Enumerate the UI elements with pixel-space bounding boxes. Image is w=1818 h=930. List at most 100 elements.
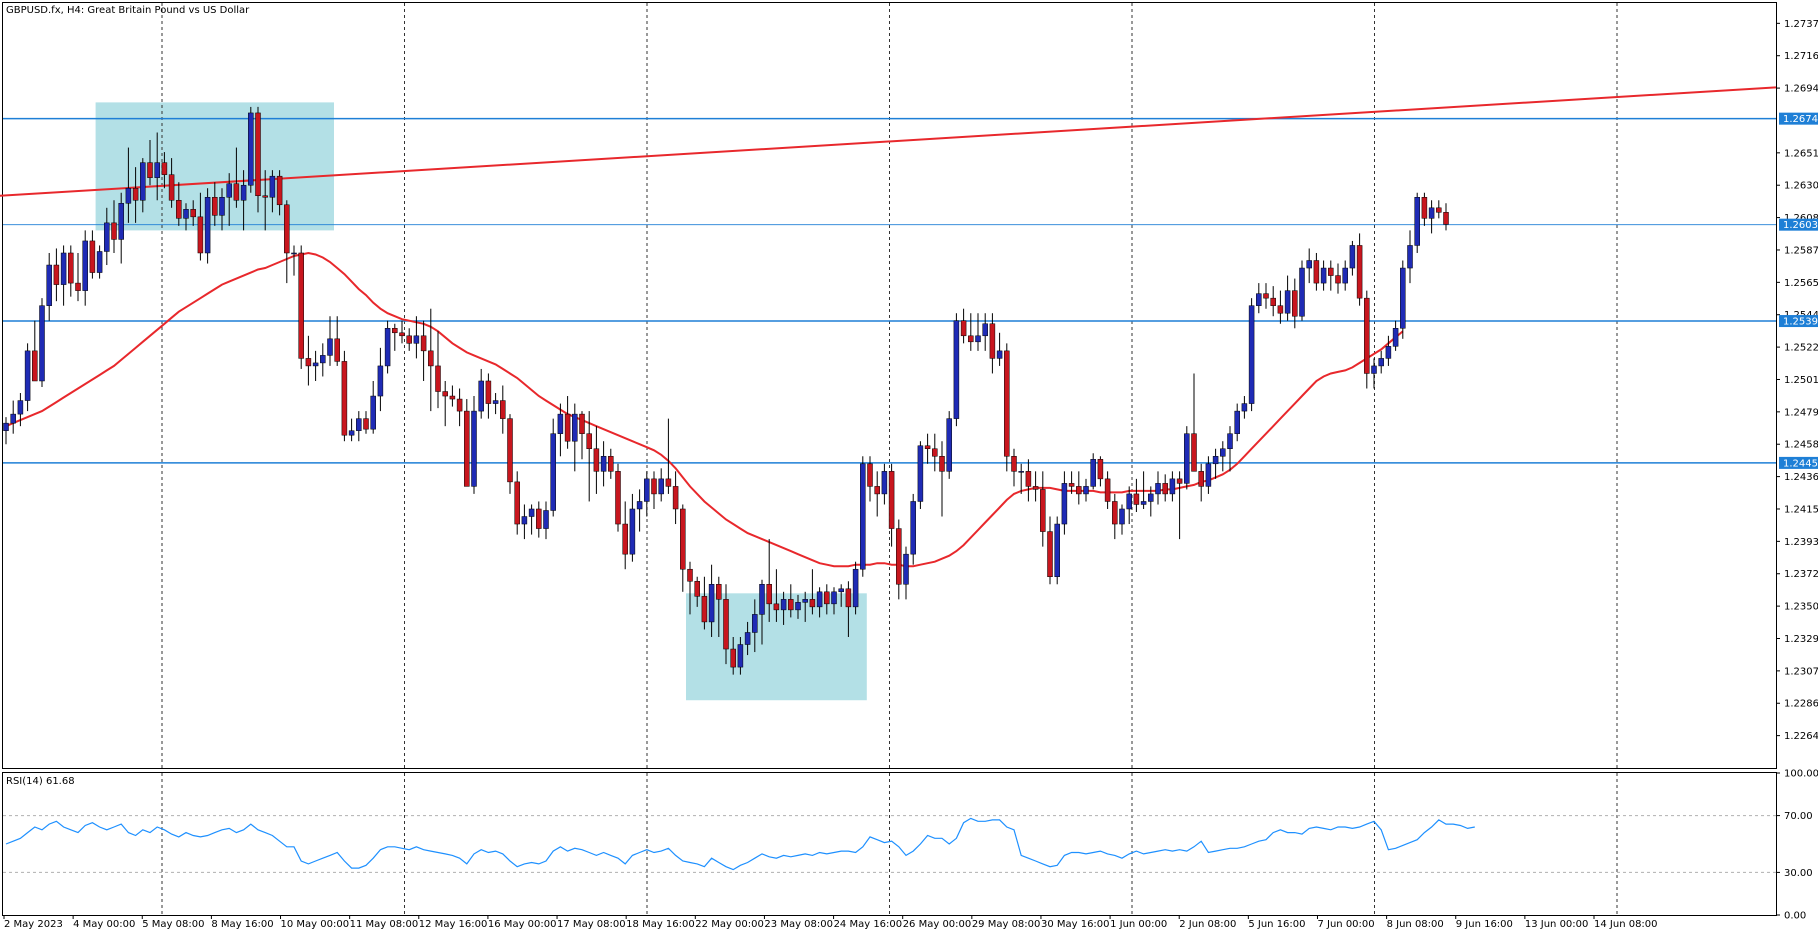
rsi-indicator-label: RSI(14) 61.68 xyxy=(6,776,75,787)
time-tick-label: 22 May 00:00 xyxy=(695,919,764,930)
candle xyxy=(1349,240,1356,276)
candle-body-bear xyxy=(672,486,679,510)
candle-body-bear xyxy=(896,528,902,585)
candle-body-bull xyxy=(744,632,751,645)
time-tick-label: 9 Jun 16:00 xyxy=(1456,919,1513,930)
candle-body-bull xyxy=(1227,433,1233,449)
candle xyxy=(1054,516,1060,585)
time-tick-label: 8 Jun 08:00 xyxy=(1387,919,1444,930)
candle xyxy=(651,471,657,509)
candle-body-bear xyxy=(730,648,736,668)
candle xyxy=(1133,478,1140,512)
candle-body-bull xyxy=(492,400,499,404)
candle-body-bear xyxy=(1263,293,1269,299)
price-tag-label: 1.26742 xyxy=(1783,114,1818,125)
candle xyxy=(262,170,268,231)
candle-body-bull xyxy=(910,501,916,555)
candle xyxy=(932,433,938,472)
candle xyxy=(1320,260,1327,291)
price-tick-label: 1.26515 xyxy=(1784,148,1818,159)
candle xyxy=(910,493,916,565)
candle-body-bull xyxy=(636,501,643,510)
candle xyxy=(471,396,477,494)
candle xyxy=(615,463,621,532)
candle-body-bull xyxy=(1061,483,1068,525)
candle-body-bear xyxy=(262,195,268,198)
candle-body-bull xyxy=(46,264,52,306)
candle xyxy=(1270,286,1276,317)
price-tick-label: 1.25010 xyxy=(1784,375,1818,386)
candle xyxy=(1090,453,1096,490)
candle-body-bear xyxy=(968,335,974,343)
price-tick-label: 1.23075 xyxy=(1784,666,1818,677)
candle xyxy=(982,313,988,351)
candle xyxy=(780,591,787,625)
candle xyxy=(1140,471,1147,509)
candle-body-bear xyxy=(284,204,290,254)
candle-body-bull xyxy=(291,252,297,255)
candle xyxy=(852,561,859,615)
candle-body-bear xyxy=(615,471,621,525)
candle xyxy=(413,316,420,359)
candle-body-bear xyxy=(212,197,218,216)
candle xyxy=(183,203,189,231)
candle-body-bear xyxy=(1364,297,1370,374)
price-tick-label: 1.27160 xyxy=(1784,51,1818,62)
candle-body-bear xyxy=(1356,245,1363,299)
time-tick-label: 10 May 00:00 xyxy=(281,919,350,930)
candle xyxy=(946,411,952,479)
candle xyxy=(1126,486,1132,525)
candle-body-bear xyxy=(867,463,873,487)
candle-body-bull xyxy=(550,433,556,511)
candle-body-bull xyxy=(644,478,650,502)
candle xyxy=(456,388,463,427)
candle-body-bull xyxy=(240,184,247,201)
price-axis: 1.27375 1.27160 1.26945 1.26515 1.26300 1.260… xyxy=(1776,19,1818,742)
rsi-tick-label: 30.00 xyxy=(1784,868,1813,879)
price-tick-label: 1.25655 xyxy=(1784,278,1818,289)
time-tick-label: 26 May 00:00 xyxy=(903,919,972,930)
candle xyxy=(384,320,391,374)
candle xyxy=(176,182,182,226)
candle xyxy=(312,350,319,381)
time-tick-label: 30 May 16:00 xyxy=(1041,919,1110,930)
candle xyxy=(564,396,571,449)
candle xyxy=(1083,478,1089,502)
candle xyxy=(514,471,520,535)
candle-body-bear xyxy=(593,448,600,472)
candle-body-bear xyxy=(176,200,182,219)
candle xyxy=(1155,471,1161,505)
candle-body-bear xyxy=(53,264,60,285)
candle xyxy=(1004,343,1010,472)
candle xyxy=(874,471,880,517)
candle xyxy=(939,441,945,517)
candle xyxy=(1407,230,1413,284)
candle-body-bear xyxy=(435,365,441,392)
candle-body-bull xyxy=(838,588,844,593)
price-tick-label: 1.24365 xyxy=(1784,472,1818,483)
time-axis: 2 May 2023 4 May 00:00 5 May 08:00 8 May 16… xyxy=(3,915,1658,930)
candle xyxy=(593,426,600,494)
candle xyxy=(1097,456,1104,487)
time-tick-label: 29 May 08:00 xyxy=(972,919,1041,930)
candle-body-bull xyxy=(737,644,744,668)
candle-body-bull xyxy=(543,510,549,529)
candle-body-bull xyxy=(320,355,326,364)
candle-body-bull xyxy=(1184,433,1190,484)
candle-body-bull xyxy=(17,400,24,415)
candle xyxy=(334,316,340,366)
candle xyxy=(766,539,772,622)
candle-body-bull xyxy=(816,591,823,608)
time-tick-label: 11 May 08:00 xyxy=(350,919,419,930)
candle-body-bull xyxy=(413,335,420,344)
candle-body-bear xyxy=(1443,212,1449,225)
candle xyxy=(1292,278,1298,329)
candle-body-bull xyxy=(1299,267,1305,317)
candle-body-bear xyxy=(1270,297,1276,306)
candle xyxy=(420,320,427,381)
candle xyxy=(1011,448,1017,487)
candle xyxy=(989,313,996,374)
candle-body-bear xyxy=(485,380,492,404)
candle xyxy=(132,167,139,223)
